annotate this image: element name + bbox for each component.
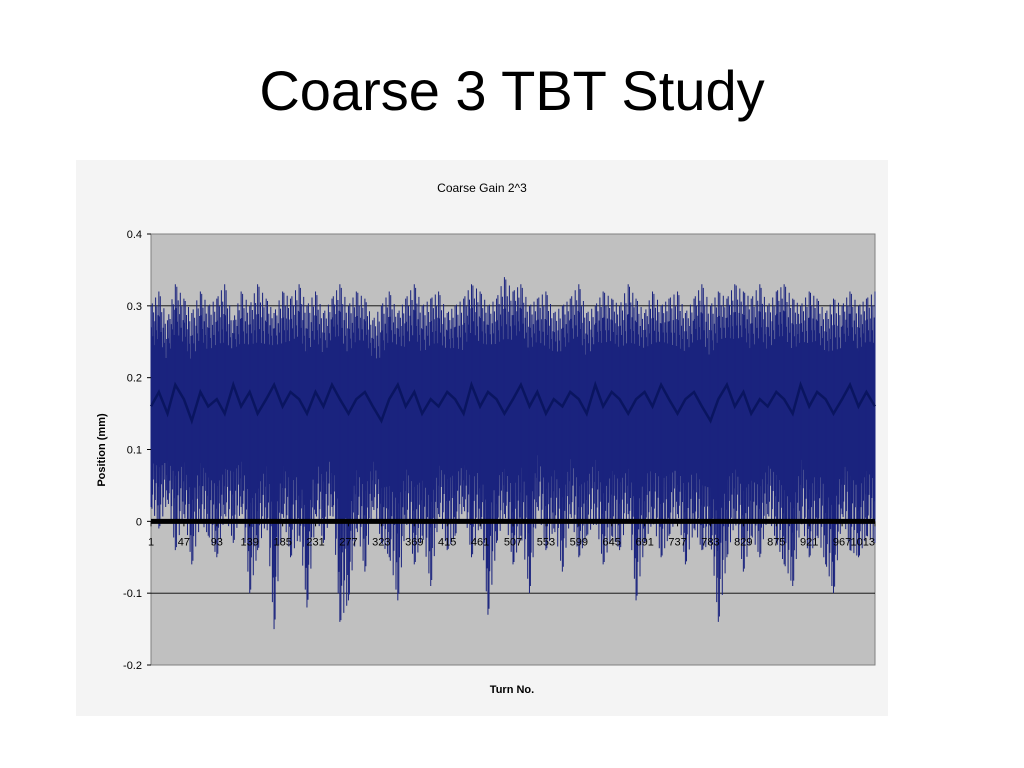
x-tick-label: 323 xyxy=(372,536,390,548)
x-tick-label: 507 xyxy=(504,536,522,548)
chart-svg: Coarse Gain 2^3 0.4 0.3 0.2 0.1 0 -0.1 -0.2 1 4… xyxy=(96,181,877,696)
y-tick-label: -0.1 xyxy=(123,588,142,600)
x-tick-label: 783 xyxy=(701,536,719,548)
y-tick-label: 0.3 xyxy=(127,301,142,313)
chart-title: Coarse Gain 2^3 xyxy=(437,181,527,195)
y-tick-label: 0.1 xyxy=(127,445,142,457)
x-tick-label: 93 xyxy=(211,536,223,548)
x-tick-label: 461 xyxy=(471,536,489,548)
x-tick-label: 1013 xyxy=(851,536,875,548)
x-tick-label: 921 xyxy=(800,536,818,548)
x-tick-label: 691 xyxy=(635,536,653,548)
x-tick-label: 645 xyxy=(603,536,621,548)
x-tick-label: 139 xyxy=(241,536,259,548)
x-tick-label: 415 xyxy=(438,536,456,548)
y-tick-label: 0.2 xyxy=(127,373,142,385)
x-tick-label: 1 xyxy=(148,536,154,548)
y-tick-label: -0.2 xyxy=(123,660,142,672)
x-tick-label: 829 xyxy=(734,536,752,548)
x-tick-label: 369 xyxy=(405,536,423,548)
series-mean-line xyxy=(149,380,877,425)
x-tick-label: 599 xyxy=(570,536,588,548)
y-tick-label: 0.4 xyxy=(127,229,142,241)
x-tick-label: 737 xyxy=(668,536,686,548)
y-axis-ticks: 0.4 0.3 0.2 0.1 0 -0.1 -0.2 xyxy=(123,229,151,672)
x-axis-label: Turn No. xyxy=(490,684,534,696)
y-axis-label: Position (mm) xyxy=(96,413,108,487)
x-tick-label: 875 xyxy=(767,536,785,548)
x-tick-label: 277 xyxy=(339,536,357,548)
x-tick-label: 185 xyxy=(273,536,291,548)
x-tick-label: 231 xyxy=(306,536,324,548)
x-tick-label: 47 xyxy=(178,536,190,548)
y-tick-label: 0 xyxy=(136,516,142,528)
x-axis-ticks: 1 47 93 139 185 231 277 323 369 415 461 507 553 599 64… xyxy=(148,521,876,548)
x-tick-label: 553 xyxy=(537,536,555,548)
slide-title: Coarse 3 TBT Study xyxy=(259,59,765,122)
series-line xyxy=(149,277,877,630)
chart-frame: Coarse Gain 2^3 0.4 0.3 0.2 0.1 0 -0.1 -0.2 1 4… xyxy=(76,160,888,716)
x-tick-label: 967 xyxy=(833,536,851,548)
